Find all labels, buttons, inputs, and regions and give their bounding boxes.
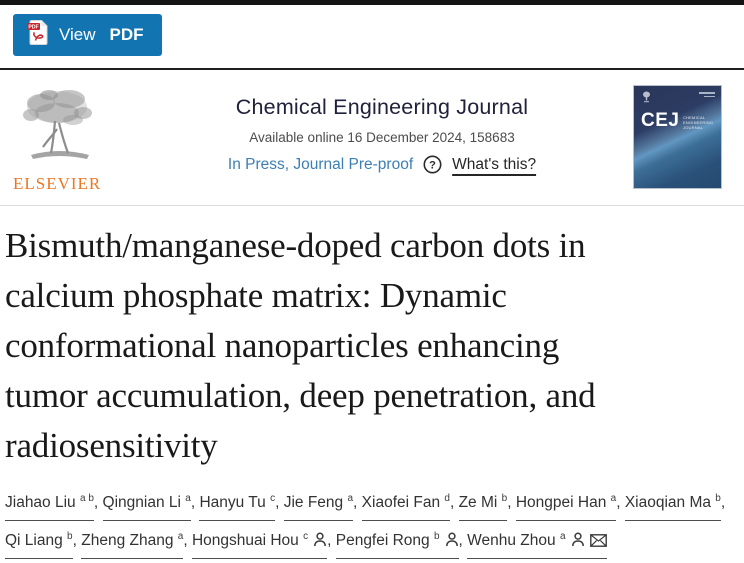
author-link[interactable]: Xiaofei Fan d <box>361 483 450 522</box>
pdf-file-icon: PDF <box>27 19 49 51</box>
author-separator: , <box>93 494 103 512</box>
journal-cover-thumbnail[interactable]: CEJ CHEMICAL ENGINEERING JOURNAL <box>633 85 722 189</box>
author-affiliation-sup: b <box>67 531 73 543</box>
author-affiliation-sup: a <box>610 493 617 504</box>
author-separator: , <box>458 532 468 550</box>
author-separator: , <box>190 494 200 512</box>
author-profile-icon <box>445 532 458 547</box>
elsevier-tree-icon <box>23 90 92 159</box>
article-title: Bismuth/manganese-doped carbon dots in ca… <box>0 206 744 471</box>
author-affiliation-sup: b <box>501 493 508 504</box>
cover-journal-name: CHEMICAL ENGINEERING JOURNAL <box>683 115 714 130</box>
question-circle-icon[interactable]: ? <box>423 155 442 174</box>
author-affiliation-sup: b <box>715 493 721 504</box>
author-affiliation-sup: a <box>185 493 191 504</box>
author-separator: , <box>616 494 625 512</box>
author-affiliation-sup: a b <box>79 493 94 504</box>
author-separator: , <box>327 532 336 550</box>
view-pdf-label-bold: PDF <box>109 25 144 44</box>
author-name: Hongshuai Hou <box>191 532 304 550</box>
author-separator: , <box>353 494 362 512</box>
author-name: Pengfei Rong <box>335 532 434 550</box>
whats-this-link[interactable]: What's this? <box>452 155 537 173</box>
journal-banner: ELSEVIER Chemical Engineering Journal Av… <box>0 70 744 205</box>
author-link[interactable]: Jie Feng a <box>283 483 354 522</box>
author-affiliation-sup: b <box>433 531 440 543</box>
author-profile-icon <box>571 532 584 547</box>
author-link[interactable]: Hongpei Han a <box>515 483 617 522</box>
author-name: Qingnian Li <box>102 494 186 512</box>
svg-text:?: ? <box>429 160 436 172</box>
article-title-line: conformational nanoparticles enhancing <box>5 326 560 365</box>
author-affiliation-sup: d <box>444 493 450 504</box>
author-link[interactable]: Xiaoqian Ma b <box>624 483 721 522</box>
corresponding-author-email-icon <box>589 534 607 548</box>
article-title-line: Bismuth/manganese-doped carbon dots in <box>5 226 586 265</box>
author-list: Jiahao Liu a b, Qingnian Li a, Hanyu Tu … <box>0 471 744 560</box>
available-online-text: Available online 16 December 2024, 15868… <box>249 130 515 145</box>
pdf-toolbar: PDF View PDF <box>0 5 744 56</box>
article-title-line: calcium phosphate matrix: Dynamic <box>5 276 507 315</box>
author-profile-icon <box>314 532 327 547</box>
cover-acronym: CEJ <box>641 110 680 131</box>
author-affiliation-sup: a <box>347 493 354 504</box>
svg-text:PDF: PDF <box>28 24 38 30</box>
elsevier-wordmark: ELSEVIER <box>13 174 102 193</box>
author-name: Hongpei Han <box>515 494 611 512</box>
view-pdf-label: View <box>59 25 96 44</box>
article-title-line: radiosensitivity <box>5 426 218 465</box>
author-affiliation-sup: a <box>177 531 184 543</box>
journal-meta: Chemical Engineering Journal Available o… <box>131 85 633 174</box>
author-link[interactable]: Qingnian Li a <box>102 483 191 522</box>
author-separator: , <box>507 494 516 512</box>
elsevier-logo[interactable]: ELSEVIER <box>13 85 131 194</box>
author-name: Wenhu Zhou <box>467 532 560 550</box>
author-name: Ze Mi <box>458 494 502 512</box>
author-separator: , <box>275 494 284 512</box>
author-separator: , <box>720 494 726 512</box>
header-top-divider <box>0 68 744 70</box>
top-border-bar <box>0 0 744 5</box>
author-name: Xiaoqian Ma <box>624 494 716 512</box>
author-name: Qi Liang <box>5 532 68 550</box>
author-name: Jiahao Liu <box>5 494 80 512</box>
author-separator: , <box>449 494 459 512</box>
author-affiliation-sup: a <box>559 531 566 543</box>
author-link[interactable]: Hanyu Tu c <box>199 483 276 522</box>
author-separator: , <box>183 532 192 550</box>
author-name: Hanyu Tu <box>199 494 271 512</box>
cover-publisher-mark-icon <box>642 90 651 108</box>
author-name: Zheng Zhang <box>81 532 178 550</box>
author-link[interactable]: Zheng Zhang a <box>81 521 184 560</box>
in-press-link[interactable]: In Press, Journal Pre-proof <box>227 155 414 173</box>
author-link[interactable]: Hongshuai Hou c <box>191 521 328 560</box>
author-name: Jie Feng <box>283 494 348 512</box>
author-separator: , <box>72 532 82 550</box>
author-link[interactable]: Wenhu Zhou a <box>467 521 607 560</box>
author-link[interactable]: Jiahao Liu a b <box>5 483 94 522</box>
view-pdf-button[interactable]: PDF View PDF <box>13 14 162 56</box>
journal-title-link[interactable]: Chemical Engineering Journal <box>235 95 529 119</box>
press-status-row: In Press, Journal Pre-proof ? What's thi… <box>131 155 633 174</box>
author-affiliation-sup: c <box>303 531 309 543</box>
title-divider <box>0 205 744 206</box>
author-link[interactable]: Ze Mi b <box>458 483 508 522</box>
author-name: Xiaofei Fan <box>361 494 445 512</box>
cover-issue-text <box>699 92 715 99</box>
article-title-line: tumor accumulation, deep penetration, an… <box>5 376 596 415</box>
author-link[interactable]: Pengfei Rong b <box>335 521 459 560</box>
author-link[interactable]: Qi Liang b <box>5 521 73 560</box>
author-affiliation-sup: c <box>270 493 276 504</box>
